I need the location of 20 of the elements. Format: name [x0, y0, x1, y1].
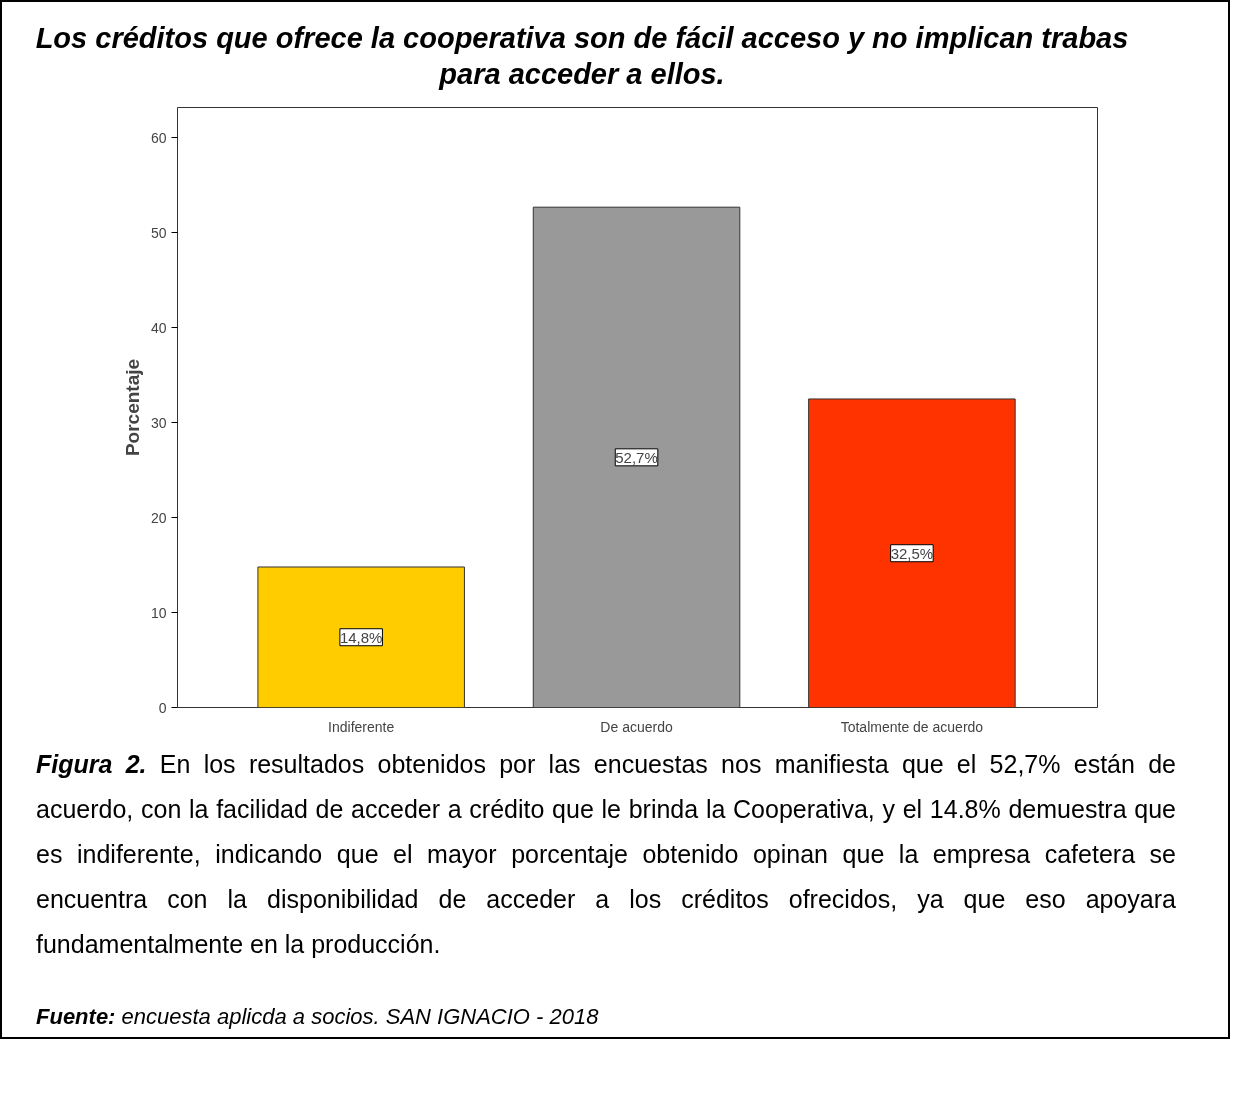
data-label: 32,5%: [890, 544, 934, 562]
y-tick-label: 0: [158, 699, 167, 716]
source-note: Fuente: encuesta aplicda a socios. SAN IGNACIO - 2018: [36, 1003, 600, 1031]
y-tick-label: 30: [150, 414, 167, 431]
bar: [532, 206, 741, 708]
text: Figura 2. En los resultados obtenidos por las encuestas nos manifiesta que el 52,7% están de acuerdo, con la facilidad de acceder a crédito que le brinda la Cooperativa, y el 14.8% demuestra que es indiferente, indicando que el mayor porcentaje obtenido opinan que la empresa cafetera se encuentra con la disponibilidad de acceder a los créditos ofrecidos, ya que eso apoyara fundamentalmente en la producción.: [36, 749, 1177, 960]
y-tick-label: 40: [150, 319, 167, 336]
data-label: 52,7%: [615, 448, 658, 466]
chart-title: Los créditos que ofrece la cooperativa son de fácil acceso y no implican trabas para acceder a ellos.: [34, 21, 1130, 92]
x-tick-label: Totalmente de acuerdo: [840, 718, 984, 735]
y-tick-label: 20: [150, 509, 167, 526]
y-tick-label: 50: [150, 224, 167, 241]
x-tick-label: De acuerdo: [600, 718, 673, 735]
data-label: 14,8%: [339, 628, 383, 646]
y-axis-title: Porcentaje: [121, 358, 143, 457]
y-tick-label: 60: [150, 129, 167, 146]
y-tick-label: 10: [150, 604, 167, 621]
bar: [808, 398, 1016, 708]
x-tick-label: Indiferente: [328, 718, 395, 735]
bar: [257, 566, 465, 708]
